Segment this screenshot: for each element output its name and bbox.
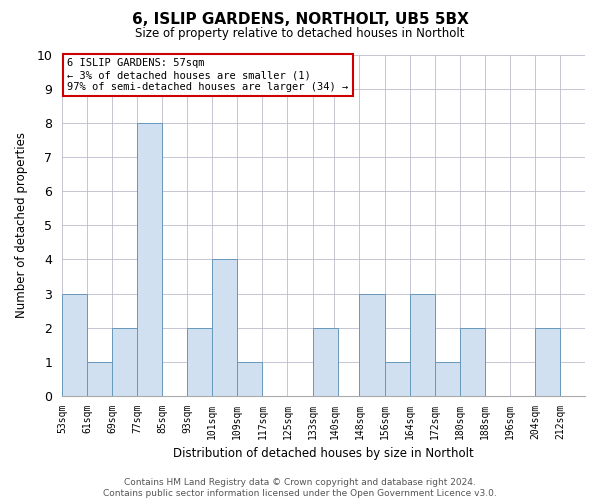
Y-axis label: Number of detached properties: Number of detached properties [15,132,28,318]
Bar [238,362,262,396]
Bar [313,328,338,396]
X-axis label: Distribution of detached houses by size in Northolt: Distribution of detached houses by size … [173,447,474,460]
Bar [187,328,212,396]
Text: 6 ISLIP GARDENS: 57sqm
← 3% of detached houses are smaller (1)
97% of semi-detac: 6 ISLIP GARDENS: 57sqm ← 3% of detached … [67,58,349,92]
Bar [359,294,385,396]
Bar [385,362,410,396]
Bar [62,294,87,396]
Bar [535,328,560,396]
Bar [212,260,238,396]
Bar [434,362,460,396]
Bar [410,294,434,396]
Bar [112,328,137,396]
Bar [87,362,112,396]
Text: 6, ISLIP GARDENS, NORTHOLT, UB5 5BX: 6, ISLIP GARDENS, NORTHOLT, UB5 5BX [131,12,469,28]
Bar [460,328,485,396]
Bar [137,123,162,396]
Text: Contains HM Land Registry data © Crown copyright and database right 2024.
Contai: Contains HM Land Registry data © Crown c… [103,478,497,498]
Text: Size of property relative to detached houses in Northolt: Size of property relative to detached ho… [135,28,465,40]
